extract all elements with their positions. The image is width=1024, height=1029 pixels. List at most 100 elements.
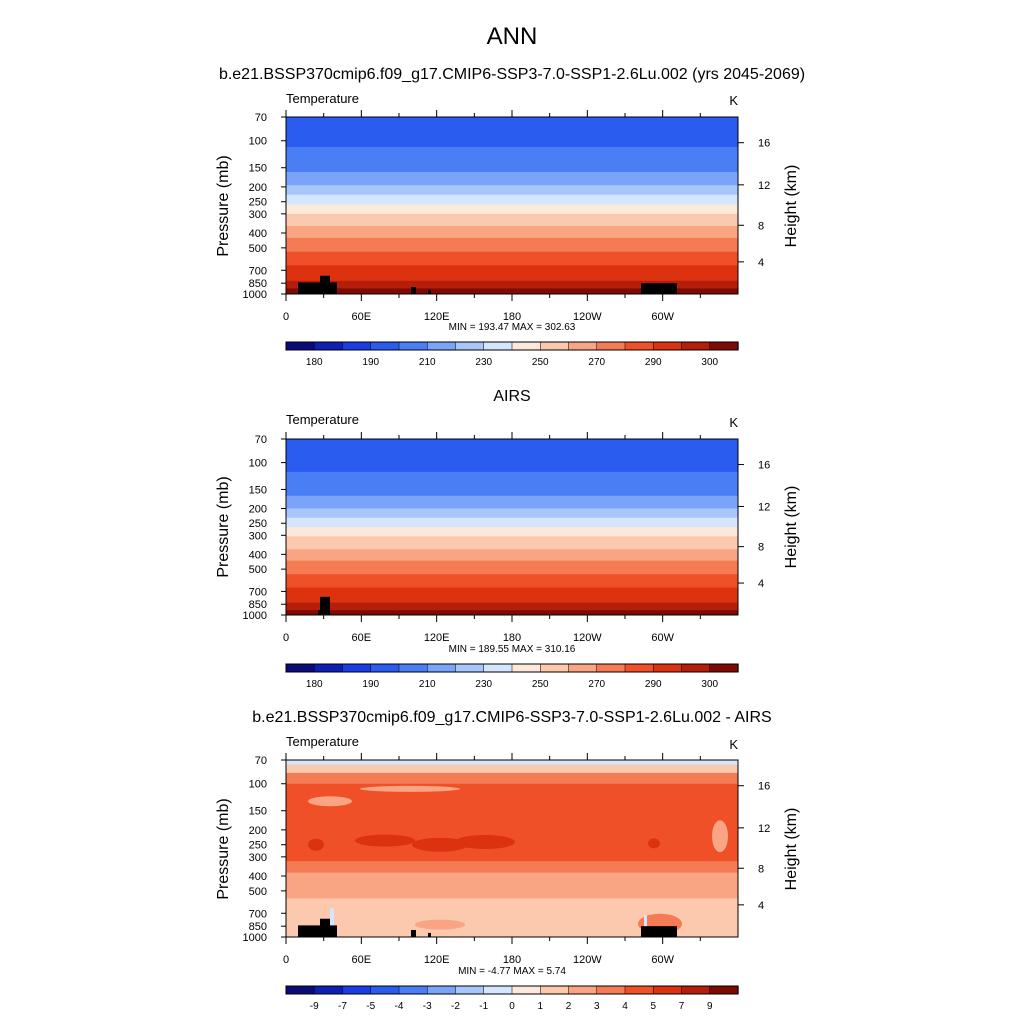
y-tick-label: 400 (249, 549, 267, 561)
colorbar-label: 7 (679, 1001, 685, 1012)
colorbar-swatch (398, 341, 428, 351)
colorbar-swatch (709, 341, 739, 351)
panel-3-ylabel: Pressure (mb) (215, 798, 232, 899)
colorbar-swatch (455, 663, 485, 673)
panel-3-stats: MIN = -4.77 MAX = 5.74 (458, 966, 566, 977)
y-tick-label: 100 (249, 136, 267, 148)
x-tick-label: 180 (503, 632, 521, 644)
x-tick-label: 120E (424, 632, 450, 644)
y-tick-label: 100 (249, 779, 267, 791)
panel-2: AIRS Temperature K 0 60E 120E 180 120W 60W 70 1… (215, 388, 800, 690)
colorbar-label: -7 (338, 1001, 347, 1012)
y-tick-label: 70 (255, 755, 267, 767)
colorbar-label: 190 (362, 679, 379, 690)
colorbar-swatch (314, 341, 344, 351)
colorbar-label: 230 (475, 679, 492, 690)
panel-2-colorbar: 180 190 210 230 250 270 290 300 (285, 663, 739, 690)
panel-1-stats: MIN = 193.47 MAX = 302.63 (449, 322, 576, 333)
colorbar-swatch (681, 985, 711, 995)
colorbar-label: 250 (532, 679, 549, 690)
colorbar-label: -3 (423, 1001, 432, 1012)
y-tick-label: 300 (249, 852, 267, 864)
band (286, 861, 738, 874)
x-tick-label: 180 (503, 954, 521, 966)
x-tick-label: 120W (573, 954, 602, 966)
colorbar-label: -9 (310, 1001, 319, 1012)
x-tick-label: 120W (573, 311, 602, 323)
panel-3-units: K (729, 737, 738, 752)
colorbar-swatch (285, 663, 315, 673)
band (286, 549, 738, 562)
panel-3-ylabel-right: Height (km) (783, 808, 800, 891)
y-tick-label: 1000 (243, 289, 267, 301)
colorbar-label: -5 (366, 1001, 375, 1012)
terrain-africa (298, 925, 337, 937)
y-tick-label: 700 (249, 586, 267, 598)
colorbar-label: 4 (622, 1001, 628, 1012)
colorbar-swatch (314, 985, 344, 995)
band (286, 508, 738, 519)
colorbar-swatch (342, 663, 372, 673)
x-tick-label: 60W (651, 311, 674, 323)
terrain-tibet (411, 286, 416, 294)
band (286, 439, 738, 473)
y-tick-label: 150 (249, 484, 267, 496)
band (286, 602, 738, 611)
terrain-peak (320, 596, 330, 615)
panel-2-units: K (729, 415, 738, 430)
colorbar-swatch (653, 663, 683, 673)
colorbar-label: 210 (419, 679, 436, 690)
y-tick-label: 250 (249, 840, 267, 852)
band (330, 908, 334, 930)
colorbar-swatch (624, 341, 654, 351)
x-tick-label: 60E (352, 311, 372, 323)
colorbar-label: 300 (701, 679, 718, 690)
band (286, 117, 738, 148)
band (455, 835, 515, 850)
colorbar-label: 270 (588, 357, 605, 368)
y-tick-label: 850 (249, 921, 267, 933)
terrain-andes (641, 283, 677, 294)
band (286, 764, 738, 774)
colorbar-label: 300 (701, 357, 718, 368)
colorbar-swatch (568, 985, 598, 995)
band (286, 517, 738, 528)
band (286, 251, 738, 266)
colorbar-swatch (427, 341, 457, 351)
colorbar-label: 270 (588, 679, 605, 690)
colorbar-label: 2 (566, 1001, 572, 1012)
colorbar-label: 230 (475, 357, 492, 368)
panel-1: b.e21.BSSP370cmip6.f09_g17.CMIP6-SSP3-7.… (215, 66, 805, 368)
y-tick-label: 500 (249, 886, 267, 898)
terrain-islands (428, 932, 431, 937)
height-tick-label: 8 (758, 542, 764, 554)
y-tick-label: 250 (249, 197, 267, 209)
colorbar-swatch (342, 985, 372, 995)
y-tick-label: 300 (249, 209, 267, 221)
x-tick-label: 120E (424, 954, 450, 966)
colorbar-label: 210 (419, 357, 436, 368)
band (286, 185, 738, 196)
panel-3-variable: Temperature (286, 734, 359, 749)
height-tick-label: 12 (758, 180, 770, 192)
colorbar-swatch (624, 985, 654, 995)
y-tick-label: 70 (255, 434, 267, 446)
band (286, 495, 738, 509)
band (285, 901, 355, 926)
colorbar-swatch (455, 341, 485, 351)
colorbar-swatch (540, 663, 570, 673)
band (286, 147, 738, 173)
x-tick-label: 60E (352, 954, 372, 966)
band (644, 915, 647, 930)
band (286, 760, 738, 765)
colorbar-swatch (653, 985, 683, 995)
colorbar-frame (285, 341, 739, 351)
band (412, 837, 468, 852)
colorbar-swatch (285, 985, 315, 995)
x-tick-label: 0 (283, 632, 289, 644)
band (712, 820, 728, 853)
panel-1-colorbar: 180 190 210 230 250 270 290 300 (285, 341, 739, 368)
y-tick-label: 850 (249, 278, 267, 290)
colorbar-label: 5 (650, 1001, 656, 1012)
y-tick-label: 70 (255, 112, 267, 124)
